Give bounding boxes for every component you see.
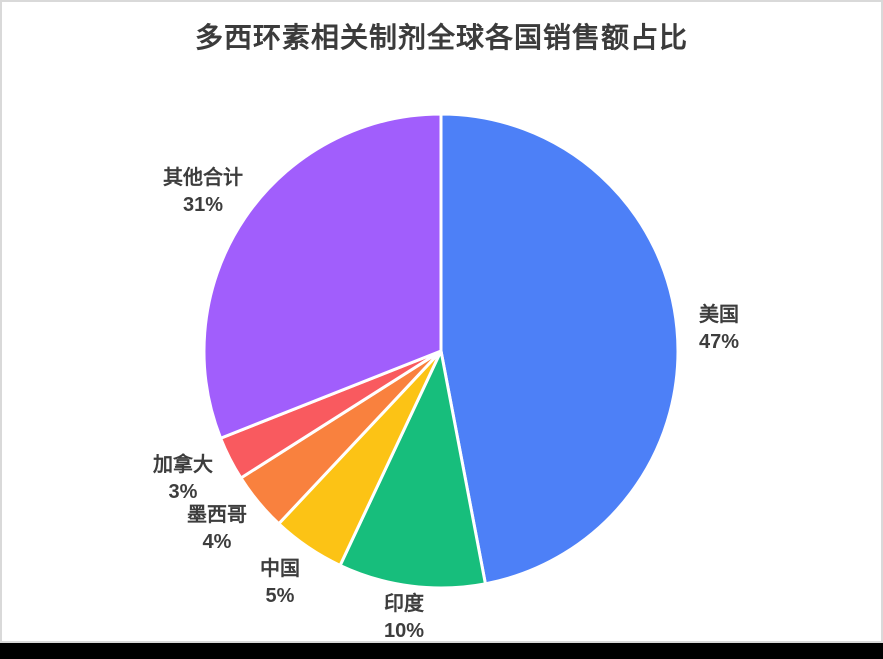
slice-label-percent: 4% — [202, 531, 232, 553]
slice-label-percent: 5% — [265, 585, 295, 607]
chart-card: 多西环素相关制剂全球各国销售额占比 其他合计 31% 美国 47% 加拿大 3%… — [0, 0, 883, 643]
slice-label-percent: 31% — [182, 194, 224, 216]
pie-slice-美国 — [439, 112, 680, 586]
slice-label-percent: 47% — [699, 331, 740, 353]
slice-label-name: 美国 — [699, 304, 739, 326]
pie-slice-其他合计 — [202, 112, 443, 440]
slice-label-usa: 美国 47% — [699, 302, 739, 356]
chart-title: 多西环素相关制剂全球各国销售额占比 — [194, 22, 688, 53]
slice-label-name: 墨西哥 — [187, 504, 247, 526]
pie-slice-印度 — [338, 349, 487, 590]
slice-label-name: 其他合计 — [163, 167, 243, 189]
bottom-black-bar — [0, 643, 883, 659]
slice-label-others: 其他合计 31% — [123, 165, 283, 219]
slice-label-percent: 3% — [168, 481, 198, 503]
slice-label-china: 中国 5% — [210, 556, 350, 610]
slice-label-india: 印度 10% — [334, 591, 474, 642]
pie-chart — [202, 112, 680, 590]
slice-label-canada: 加拿大 3% — [113, 452, 253, 506]
slice-label-mexico: 墨西哥 4% — [147, 502, 287, 556]
slice-label-name: 加拿大 — [153, 454, 213, 476]
slice-label-percent: 10% — [383, 620, 425, 642]
slice-label-name: 印度 — [384, 593, 424, 615]
slice-label-name: 中国 — [260, 558, 300, 580]
